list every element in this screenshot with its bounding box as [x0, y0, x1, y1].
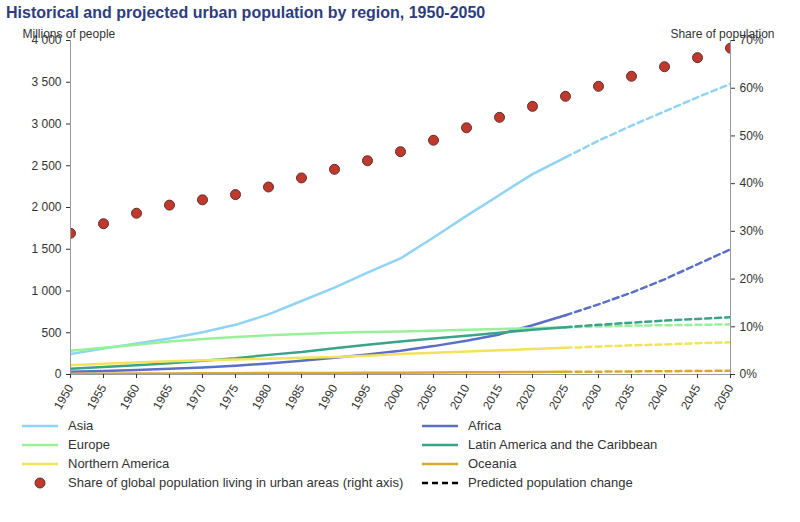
svg-text:1980: 1980 — [249, 382, 275, 412]
svg-text:2035: 2035 — [612, 382, 638, 412]
svg-text:2 000: 2 000 — [31, 200, 61, 214]
svg-text:1985: 1985 — [282, 382, 308, 412]
svg-text:20%: 20% — [740, 272, 764, 286]
svg-text:30%: 30% — [740, 224, 764, 238]
html-text:Asia: Asia — [68, 418, 94, 433]
html-text:Predicted population change: Predicted population change — [468, 475, 633, 490]
svg-text:2005: 2005 — [414, 382, 440, 412]
svg-text:2030: 2030 — [579, 382, 605, 412]
svg-text:1965: 1965 — [150, 382, 176, 412]
html-text:Oceania: Oceania — [468, 456, 517, 471]
svg-text:1 500: 1 500 — [31, 242, 61, 256]
svg-text:1955: 1955 — [84, 382, 110, 412]
svg-text:3 500: 3 500 — [31, 75, 61, 89]
svg-text:2040: 2040 — [645, 382, 671, 412]
html-text:Share of global population liv: Share of global population living in urb… — [68, 475, 404, 490]
svg-text:2050: 2050 — [711, 382, 737, 412]
svg-text:40%: 40% — [740, 176, 764, 190]
html-text:Africa: Africa — [468, 418, 502, 433]
svg-text:2020: 2020 — [513, 382, 539, 412]
svg-text:50%: 50% — [740, 129, 764, 143]
svg-text:2015: 2015 — [480, 382, 506, 412]
svg-text:1960: 1960 — [117, 382, 143, 412]
svg-text:10%: 10% — [740, 320, 764, 334]
svg-text:1995: 1995 — [348, 382, 374, 412]
svg-text:500: 500 — [41, 326, 61, 340]
svg-text:1 000: 1 000 — [31, 284, 61, 298]
svg-text:1970: 1970 — [183, 382, 209, 412]
svg-text:0: 0 — [55, 367, 62, 381]
svg-text:1950: 1950 — [51, 382, 77, 412]
svg-text:Share of population: Share of population — [670, 27, 774, 41]
svg-text:2025: 2025 — [546, 382, 572, 412]
svg-text:3 000: 3 000 — [31, 117, 61, 131]
svg-text:1990: 1990 — [315, 382, 341, 412]
html-text:Northern America: Northern America — [68, 456, 170, 471]
svg-text:2000: 2000 — [381, 382, 407, 412]
svg-text:2010: 2010 — [447, 382, 473, 412]
html-text:Historical and projected urban: Historical and projected urban populatio… — [6, 4, 486, 21]
svg-text:0%: 0% — [740, 367, 758, 381]
svg-text:1975: 1975 — [216, 382, 242, 412]
svg-text:2 500: 2 500 — [31, 159, 61, 173]
html-text:Latin America and the Caribbea: Latin America and the Caribbean — [468, 437, 658, 452]
html-text:Europe: Europe — [68, 437, 110, 452]
svg-text:Millions of people: Millions of people — [23, 27, 116, 41]
svg-text:60%: 60% — [740, 81, 764, 95]
svg-text:2045: 2045 — [678, 382, 704, 412]
